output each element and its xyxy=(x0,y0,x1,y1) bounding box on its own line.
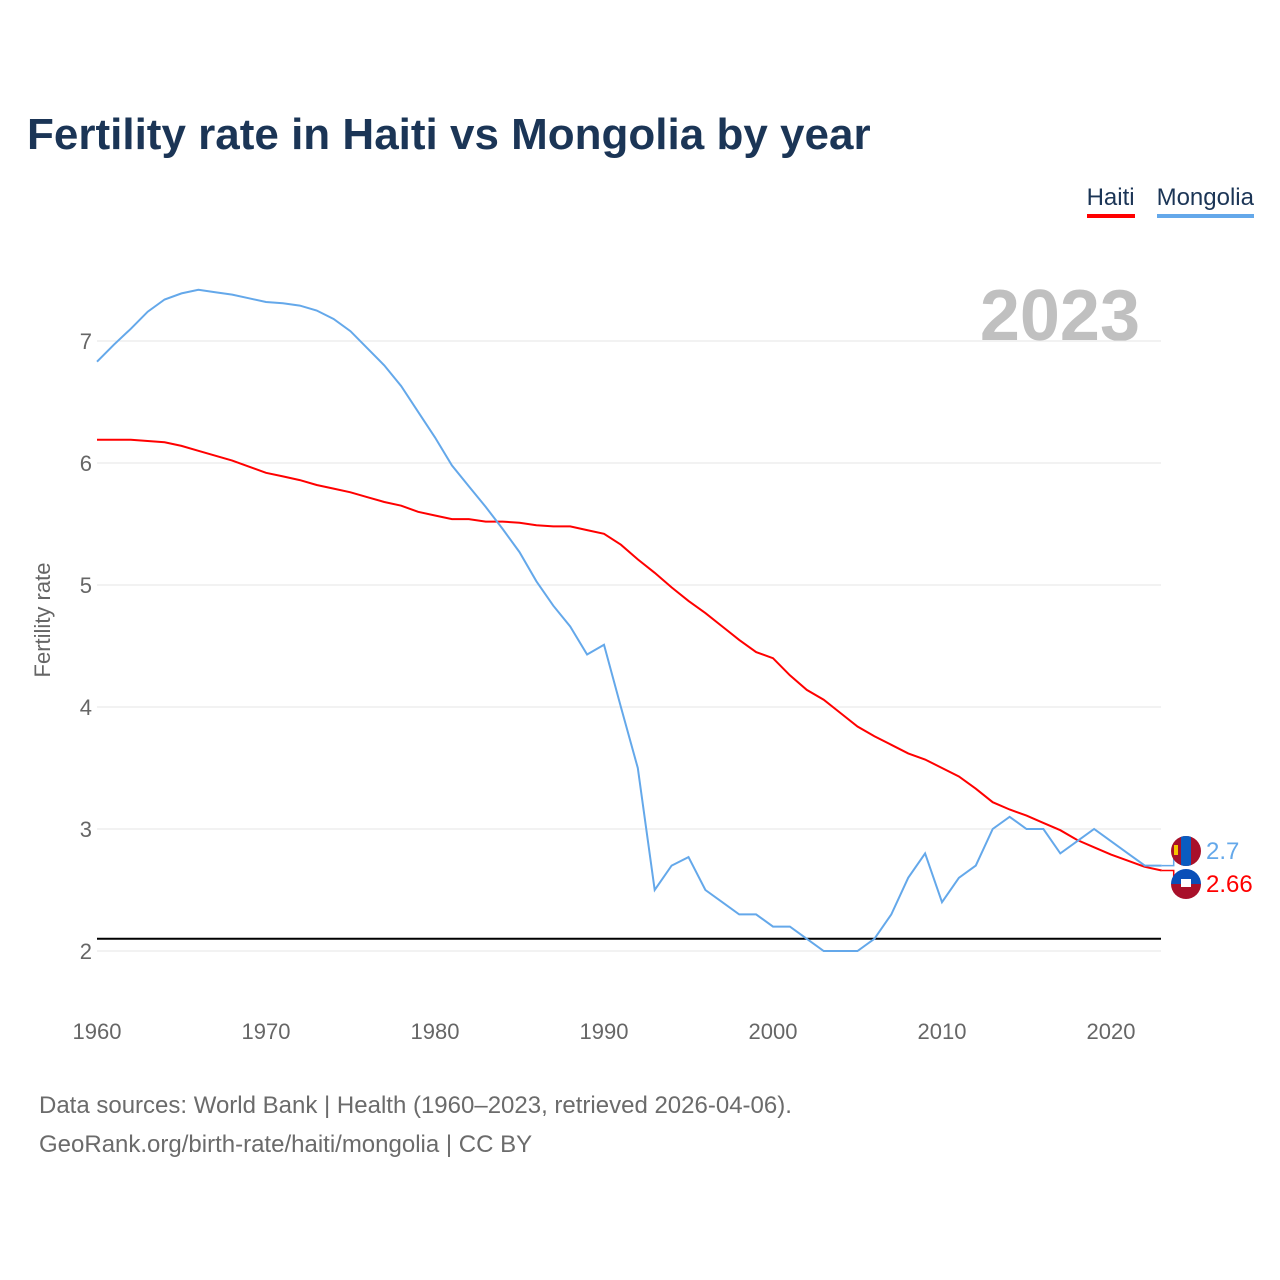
legend-haiti[interactable]: Haiti xyxy=(1086,184,1135,218)
flag-emblem xyxy=(1181,879,1191,887)
y-tick-label: 4 xyxy=(80,695,92,720)
chart-title: Fertility rate in Haiti vs Mongolia by y… xyxy=(27,110,871,159)
series-line-haiti xyxy=(97,438,1162,872)
mongolia-flag-icon xyxy=(1171,836,1201,866)
x-tick-label: 2020 xyxy=(1087,1019,1136,1044)
haiti-end-label: 2.66 xyxy=(1206,871,1253,898)
x-tick-label: 1980 xyxy=(411,1019,460,1044)
source-link[interactable]: GeoRank.org/birth-rate/haiti/mongolia | … xyxy=(39,1131,533,1158)
x-tick-label: 2000 xyxy=(749,1019,798,1044)
y-axis-label: Fertility rate xyxy=(30,563,55,678)
flag-soyombo xyxy=(1174,845,1178,855)
y-tick-label: 3 xyxy=(80,817,92,842)
x-tick-label: 1970 xyxy=(242,1019,291,1044)
year-badge: 2023 xyxy=(980,276,1140,356)
footer: Data sources: World Bank | Health (1960–… xyxy=(39,1086,792,1164)
legend: Haiti Mongolia xyxy=(1086,184,1254,218)
x-tick-label: 2010 xyxy=(918,1019,967,1044)
x-tick-label: 1960 xyxy=(73,1019,122,1044)
data-source: Data sources: World Bank | Health (1960–… xyxy=(39,1092,792,1119)
series-line-mongolia xyxy=(96,288,1162,952)
flag-red xyxy=(1171,884,1201,899)
haiti-flag-icon xyxy=(1171,869,1201,899)
flag-blue xyxy=(1181,836,1191,866)
y-tick-label: 6 xyxy=(80,451,92,476)
y-tick-label: 5 xyxy=(80,573,92,598)
flag-blue xyxy=(1171,869,1201,884)
legend-mongolia[interactable]: Mongolia xyxy=(1156,184,1254,218)
flag-body xyxy=(1171,836,1201,866)
mongolia-end-label: 2.7 xyxy=(1206,838,1239,865)
y-tick-label: 7 xyxy=(80,329,92,354)
x-tick-label: 1990 xyxy=(580,1019,629,1044)
flag-body xyxy=(1171,869,1201,899)
y-tick-label: 2 xyxy=(80,939,92,964)
